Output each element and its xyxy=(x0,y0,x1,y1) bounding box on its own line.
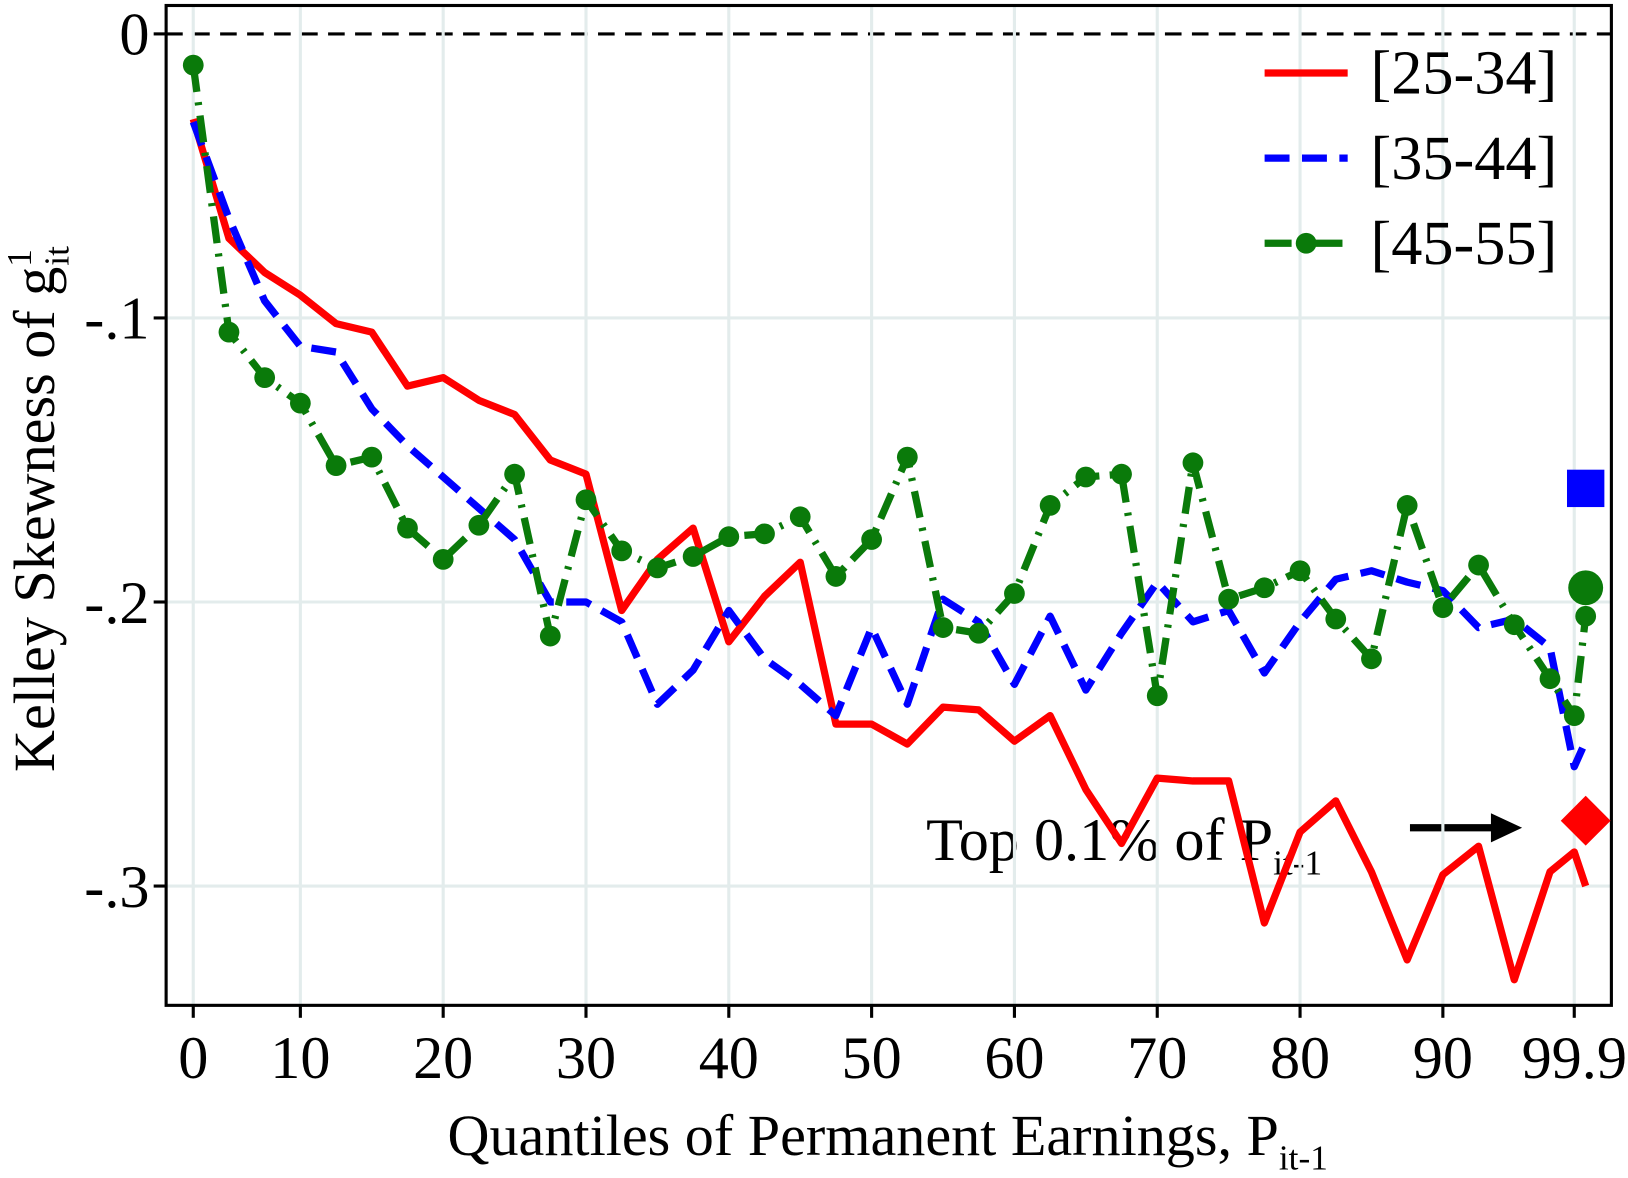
x-tick-label: 80 xyxy=(1270,1025,1330,1092)
series-point xyxy=(825,566,847,587)
series-point xyxy=(1004,583,1025,604)
series-point xyxy=(896,446,918,468)
x-tick-label: 99.9 xyxy=(1522,1025,1627,1092)
series-point xyxy=(1182,452,1204,474)
series-point xyxy=(1432,597,1454,619)
y-label-sub: it xyxy=(38,246,77,266)
series-point xyxy=(861,529,883,550)
series-point xyxy=(218,321,240,343)
y-tick-label: 0 xyxy=(119,2,149,69)
series-point xyxy=(1218,588,1240,610)
annotation: Top 0.1% of Pit-1 xyxy=(926,807,1322,883)
series-point xyxy=(397,517,418,539)
series-point xyxy=(1253,577,1275,599)
arrow-head xyxy=(1490,813,1523,843)
top-marker xyxy=(1568,570,1604,606)
series-point xyxy=(789,506,811,528)
series-point xyxy=(1361,648,1382,670)
series-point xyxy=(1468,554,1489,576)
series-point xyxy=(1146,685,1168,707)
legend-swatch-marker xyxy=(1295,232,1317,254)
y-tick-label: -.2 xyxy=(84,570,149,637)
series-point xyxy=(539,625,561,647)
top-marker xyxy=(1560,795,1611,846)
series-point xyxy=(1539,668,1561,690)
series-point xyxy=(968,622,990,644)
series-point xyxy=(289,392,311,414)
y-label-main: Kelley Skewness of g xyxy=(2,267,67,772)
series-point xyxy=(682,546,704,567)
series-point xyxy=(361,446,383,468)
series-point xyxy=(1289,560,1311,582)
y-tick-label: -.3 xyxy=(84,854,149,921)
y-axis-label: Kelley Skewness of g1it xyxy=(0,246,76,772)
x-tick-label: 20 xyxy=(413,1025,473,1092)
series-point xyxy=(1396,495,1418,516)
series-point xyxy=(1575,605,1597,627)
annotation-main: Top 0.1% of P xyxy=(926,807,1273,874)
series-point xyxy=(1563,705,1585,726)
legend-label: [35-44] xyxy=(1371,124,1558,193)
series-line xyxy=(189,120,1589,771)
series-point xyxy=(325,455,347,477)
x-label-main: Quantiles of Permanent Earnings, P xyxy=(448,1103,1279,1168)
x-tick-label: 10 xyxy=(270,1025,330,1092)
series-point xyxy=(504,463,525,485)
series-point xyxy=(611,540,633,562)
y-label-sup: 1 xyxy=(0,249,39,267)
top-marker xyxy=(1566,469,1605,508)
x-tick-label: 50 xyxy=(842,1025,902,1092)
series-point xyxy=(1111,463,1132,485)
series-point xyxy=(1039,495,1061,516)
series-point xyxy=(932,617,954,638)
x-tick-label: 30 xyxy=(556,1025,616,1092)
series-point xyxy=(468,514,490,536)
series-point xyxy=(182,54,204,76)
series-point xyxy=(575,489,597,511)
series-line xyxy=(189,118,1590,984)
series-point xyxy=(1075,466,1097,488)
series-point xyxy=(647,557,668,579)
plot-frame xyxy=(164,3,1613,1007)
x-tick-label: 40 xyxy=(699,1025,759,1092)
legend-label: [45-55] xyxy=(1371,209,1558,278)
x-label-sub: it-1 xyxy=(1279,1138,1328,1177)
x-tick-label: 0 xyxy=(178,1025,208,1092)
series-point xyxy=(718,526,740,548)
series-point xyxy=(254,367,276,388)
series-point xyxy=(1325,608,1347,630)
y-tick-label: -.1 xyxy=(84,286,149,353)
x-axis-label: Quantiles of Permanent Earnings, Pit-1 xyxy=(448,1103,1328,1178)
x-tick-label: 60 xyxy=(984,1025,1044,1092)
series-point xyxy=(754,523,775,545)
legend-label: [25-34] xyxy=(1371,39,1558,108)
series-point xyxy=(1503,614,1525,636)
x-tick-label: 70 xyxy=(1127,1025,1187,1092)
series-point xyxy=(432,549,454,570)
x-tick-label: 90 xyxy=(1413,1025,1473,1092)
